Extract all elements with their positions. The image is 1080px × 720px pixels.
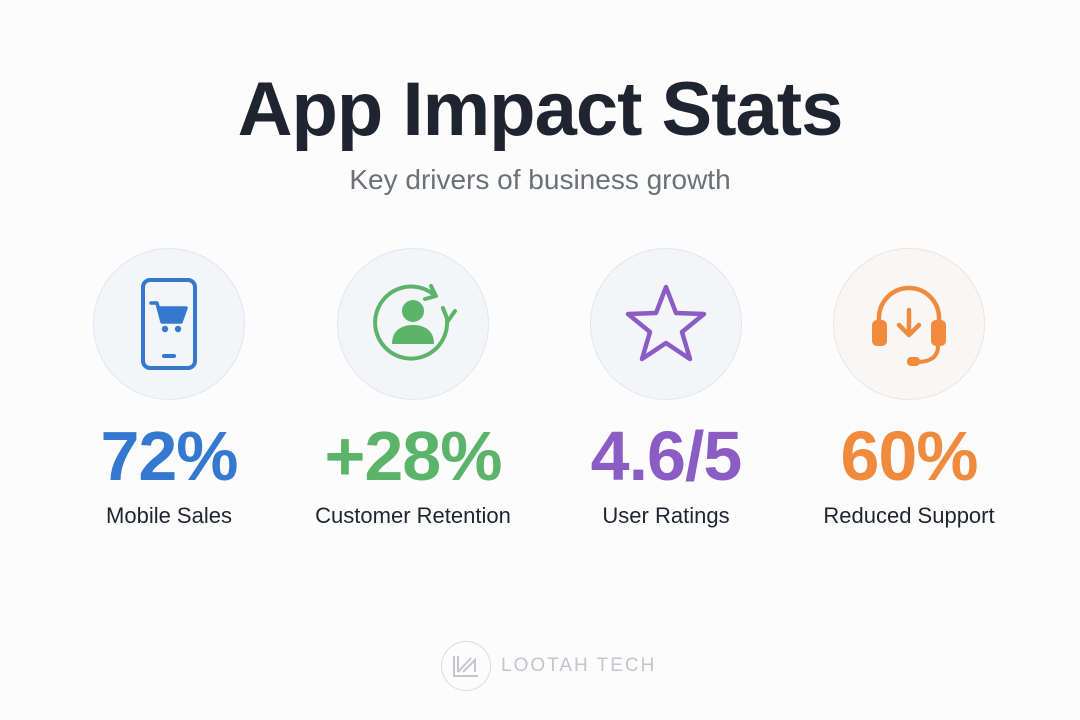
stat-label: Mobile Sales (106, 503, 232, 528)
lootah-logo-icon (453, 656, 478, 677)
star-icon (625, 284, 707, 362)
user-refresh-icon (373, 284, 457, 361)
brand-name: LOOTAH TECH (501, 655, 657, 676)
page-title: App Impact Stats (237, 67, 844, 152)
headset-download-icon (872, 285, 946, 366)
stat-value: 60% (840, 417, 978, 495)
footer-brand: LOOTAH TECH (441, 640, 656, 692)
page-subtitle: Key drivers of business growth (349, 164, 731, 195)
stat-icon-circle (337, 248, 489, 400)
stat-customer-retention: +28% Customer Retention (283, 248, 543, 530)
stat-value: +28% (324, 417, 503, 495)
stat-value: 72% (100, 417, 238, 495)
stat-user-ratings: 4.6/5 User Ratings (536, 248, 796, 530)
stat-icon-circle (833, 248, 985, 400)
stat-label: Reduced Support (823, 503, 995, 528)
stat-icon-circle (93, 248, 245, 400)
stat-reduced-support: 60% Reduced Support (779, 248, 1039, 530)
logo-circle (441, 641, 491, 691)
stat-label: User Ratings (602, 503, 730, 528)
stat-value: 4.6/5 (590, 417, 743, 495)
stat-mobile-sales: 72% Mobile Sales (39, 248, 299, 530)
mobile-cart-icon (141, 278, 197, 370)
stat-label: Customer Retention (315, 503, 511, 528)
stat-icon-circle (590, 248, 742, 400)
